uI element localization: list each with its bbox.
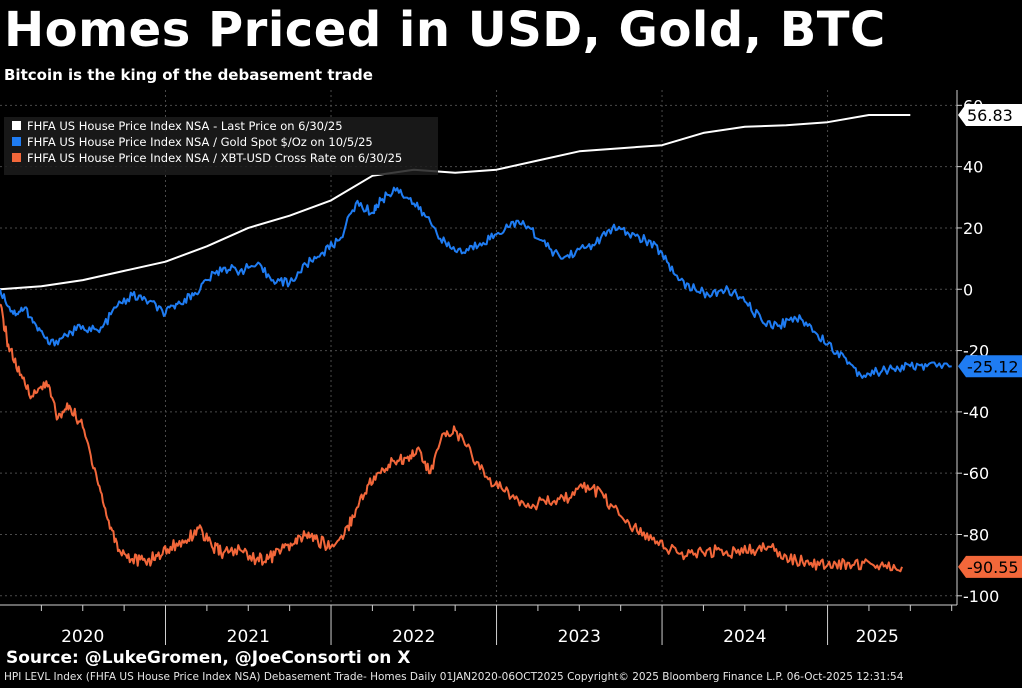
source-note: Source: @LukeGromen, @JoeConsorti on X: [6, 648, 411, 668]
chart-title: Homes Priced in USD, Gold, BTC: [4, 2, 886, 58]
copyright-footer: HPI LEVL Index (FHFA US House Price Inde…: [4, 671, 904, 683]
last-value-badge: [958, 104, 1022, 127]
y-tick-label: -100: [963, 587, 999, 606]
btc-series-line: [0, 303, 903, 573]
axes: [0, 90, 962, 645]
legend-label: FHFA US House Price Index NSA / Gold Spo…: [27, 135, 373, 149]
x-tick-label: 2023: [558, 627, 601, 645]
usd-series-line: [0, 114, 911, 291]
chart-subtitle: Bitcoin is the king of the debasement tr…: [4, 66, 373, 84]
last-value-label: -90.55: [967, 558, 1019, 577]
y-tick-label: -40: [963, 403, 989, 422]
legend: FHFA US House Price Index NSA - Last Pri…: [4, 117, 438, 175]
gold-series-line: [0, 186, 952, 379]
last-value-badge: [958, 355, 1022, 378]
line-chart: 6040200-20-40-60-80-10020202021202220232…: [0, 90, 1022, 645]
legend-swatch: [12, 153, 21, 162]
legend-swatch: [12, 121, 21, 130]
x-tick-label: 2022: [392, 627, 435, 645]
last-value-label: 56.83: [967, 106, 1013, 125]
legend-label: FHFA US House Price Index NSA / XBT-USD …: [27, 151, 402, 165]
gridlines: [0, 90, 957, 605]
y-tick-label: 20: [963, 219, 983, 238]
y-tick-label: -80: [963, 525, 989, 544]
legend-label: FHFA US House Price Index NSA - Last Pri…: [27, 119, 343, 133]
y-tick-label: 40: [963, 158, 983, 177]
last-value-label: -25.12: [967, 357, 1019, 376]
y-tick-label: 0: [963, 280, 973, 299]
legend-box: [4, 117, 438, 175]
x-tick-label: 2024: [723, 627, 766, 645]
last-value-badge: [958, 555, 1022, 578]
x-tick-label: 2020: [61, 627, 104, 645]
x-tick-label: 2021: [227, 627, 270, 645]
x-tick-label: 2025: [856, 627, 899, 645]
legend-swatch: [12, 137, 21, 146]
y-tick-label: -60: [963, 464, 989, 483]
last-value-badges: 56.83 -25.12 -90.55: [958, 104, 1022, 578]
series-lines: [0, 114, 952, 573]
